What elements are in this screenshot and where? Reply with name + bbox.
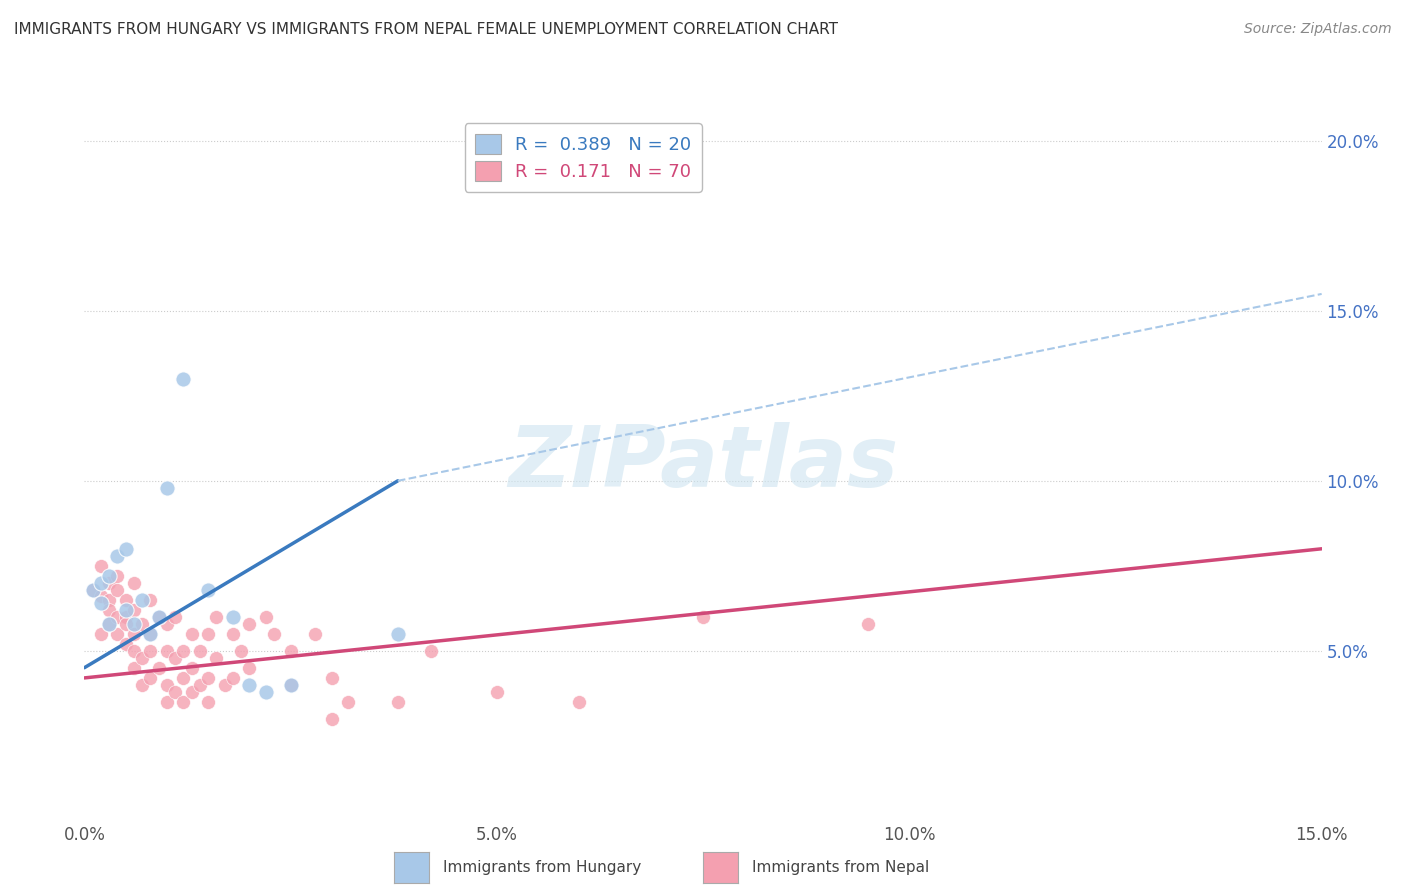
Point — [122, 644, 145, 658]
Point — [105, 609, 128, 624]
Point — [114, 603, 136, 617]
Point — [172, 671, 194, 685]
Point — [98, 592, 121, 607]
Point — [90, 626, 112, 640]
Point — [280, 644, 302, 658]
Point — [214, 678, 236, 692]
Point — [98, 616, 121, 631]
Point — [131, 678, 153, 692]
Point — [114, 609, 136, 624]
Point — [105, 549, 128, 563]
Point — [254, 609, 277, 624]
Point — [238, 616, 260, 631]
Point — [485, 684, 508, 698]
Point — [238, 678, 260, 692]
Point — [131, 650, 153, 665]
Text: Immigrants from Nepal: Immigrants from Nepal — [752, 860, 929, 875]
Point — [172, 644, 194, 658]
Point — [98, 616, 121, 631]
Point — [387, 626, 409, 640]
Point — [222, 609, 245, 624]
Point — [280, 678, 302, 692]
Point — [122, 575, 145, 590]
Point — [188, 644, 211, 658]
Point — [222, 671, 245, 685]
Point — [105, 569, 128, 583]
Point — [98, 603, 121, 617]
Point — [222, 626, 245, 640]
Point — [337, 695, 360, 709]
Text: ZIPatlas: ZIPatlas — [508, 422, 898, 506]
Point — [90, 575, 112, 590]
Text: IMMIGRANTS FROM HUNGARY VS IMMIGRANTS FROM NEPAL FEMALE UNEMPLOYMENT CORRELATION: IMMIGRANTS FROM HUNGARY VS IMMIGRANTS FR… — [14, 22, 838, 37]
Point — [321, 671, 343, 685]
Point — [172, 372, 194, 386]
Point — [139, 671, 162, 685]
Point — [419, 644, 441, 658]
Point — [139, 626, 162, 640]
Point — [122, 626, 145, 640]
Point — [114, 541, 136, 556]
Point — [148, 609, 170, 624]
Point — [263, 626, 285, 640]
Text: Immigrants from Hungary: Immigrants from Hungary — [443, 860, 641, 875]
Point — [180, 661, 202, 675]
Point — [188, 678, 211, 692]
Point — [387, 695, 409, 709]
Point — [105, 626, 128, 640]
Point — [90, 596, 112, 610]
Point — [139, 626, 162, 640]
Point — [205, 650, 228, 665]
Point — [254, 684, 277, 698]
Point — [197, 695, 219, 709]
Point — [156, 695, 179, 709]
Point — [122, 661, 145, 675]
Point — [280, 678, 302, 692]
Point — [197, 626, 219, 640]
Point — [139, 592, 162, 607]
Point — [197, 671, 219, 685]
Point — [90, 590, 112, 604]
Text: Source: ZipAtlas.com: Source: ZipAtlas.com — [1244, 22, 1392, 37]
Point — [98, 575, 121, 590]
Point — [180, 626, 202, 640]
Point — [238, 661, 260, 675]
Point — [114, 637, 136, 651]
Legend: R =  0.389   N = 20, R =  0.171   N = 70: R = 0.389 N = 20, R = 0.171 N = 70 — [464, 123, 702, 192]
Point — [165, 650, 187, 665]
Point — [229, 644, 252, 658]
Point — [180, 684, 202, 698]
Point — [139, 644, 162, 658]
Point — [156, 481, 179, 495]
Point — [156, 616, 179, 631]
Point — [148, 661, 170, 675]
Point — [98, 569, 121, 583]
Point — [131, 616, 153, 631]
Point — [165, 684, 187, 698]
Y-axis label: Female Unemployment: Female Unemployment — [0, 368, 8, 560]
Point — [90, 558, 112, 573]
Point — [114, 616, 136, 631]
Point — [304, 626, 326, 640]
Point — [156, 644, 179, 658]
Point — [122, 603, 145, 617]
Point — [197, 582, 219, 597]
Point — [82, 582, 104, 597]
Point — [131, 592, 153, 607]
Point — [165, 609, 187, 624]
Point — [114, 592, 136, 607]
Point — [122, 616, 145, 631]
Point — [692, 609, 714, 624]
Point — [156, 678, 179, 692]
Point — [105, 582, 128, 597]
Point — [205, 609, 228, 624]
Point — [82, 582, 104, 597]
Point — [321, 712, 343, 726]
Point — [568, 695, 591, 709]
Point — [172, 695, 194, 709]
Point — [148, 609, 170, 624]
Point — [856, 616, 879, 631]
